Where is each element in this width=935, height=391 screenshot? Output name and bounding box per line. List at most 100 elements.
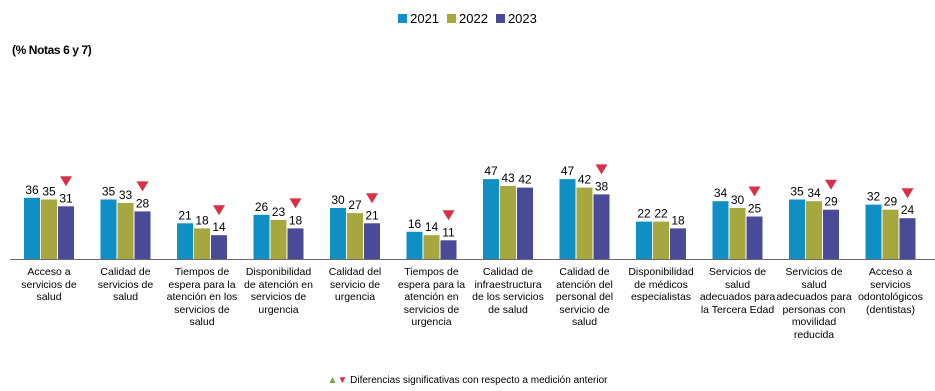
data-label-2021-11: 32: [867, 190, 881, 204]
bar-2021-3: [253, 214, 270, 259]
bar-2021-10: [789, 199, 805, 259]
bar-2021-7: [559, 179, 576, 259]
bar-2023-3: [287, 228, 304, 259]
bar-2022-0: [41, 199, 57, 259]
footnote-text: Diferencias significativas con respecto …: [350, 375, 608, 386]
bar-2023-0: [58, 206, 74, 259]
legend-label: 2022: [459, 11, 488, 26]
bar-2021-2: [177, 223, 193, 259]
bar-2023-2: [211, 235, 227, 259]
bar-2023-11: [899, 218, 916, 259]
data-label-2023-5: 11: [442, 225, 455, 239]
bar-2022-8: [653, 221, 669, 259]
category-label-7: Calidad de atención del personal del ser…: [555, 266, 614, 328]
chart-subtitle: (% Notas 6 y 7): [12, 43, 92, 57]
decrease-marker-11: [901, 188, 914, 199]
bar-2021-11: [865, 204, 882, 259]
bar-2023-7: [593, 194, 610, 259]
triangle-down-icon: ▼: [337, 375, 348, 386]
data-label-2023-3: 18: [289, 213, 303, 227]
data-label-2023-11: 24: [901, 203, 915, 217]
data-label-2022-11: 29: [884, 195, 898, 209]
footnote: ▲▼ Diferencias significativas con respec…: [0, 375, 935, 386]
category-label-2: Tiempos de espera para la atención en lo…: [166, 266, 238, 328]
data-label-2023-1: 28: [136, 196, 150, 210]
bar-2022-6: [500, 185, 516, 259]
bar-2022-2: [194, 228, 210, 259]
bar-2023-9: [746, 216, 763, 259]
data-label-2023-7: 38: [595, 179, 609, 193]
bar-2021-0: [24, 197, 40, 259]
data-label-2022-1: 33: [119, 188, 133, 202]
category-label-0: Acceso a servicios de salud: [21, 266, 77, 303]
bar-2022-5: [423, 235, 440, 259]
data-label-2022-4: 27: [348, 198, 362, 212]
bar-2021-4: [330, 208, 346, 259]
bar-2023-10: [823, 209, 839, 259]
legend-label: 2023: [507, 11, 537, 26]
legend-swatch: [398, 14, 408, 23]
bar-2022-4: [347, 213, 363, 259]
bar-2021-6: [483, 179, 499, 259]
decrease-marker-2: [213, 205, 225, 216]
data-label-2023-8: 18: [671, 213, 685, 227]
bar-2021-1: [100, 199, 117, 259]
category-label-9: Servicios de salud adecuados para la Ter…: [699, 266, 776, 316]
data-label-2021-8: 22: [637, 207, 651, 221]
decrease-marker-4: [366, 193, 378, 204]
data-label-2021-5: 16: [408, 217, 422, 231]
bar-2022-7: [576, 187, 593, 259]
decrease-marker-3: [289, 198, 302, 209]
category-label-11: Acceso a servicios odontológicos (dentis…: [858, 266, 923, 316]
bar-2023-5: [440, 240, 457, 259]
legend-item-2023: 2023: [495, 11, 537, 26]
bar-2021-9: [712, 201, 729, 259]
data-label-2021-9: 34: [714, 186, 728, 200]
data-label-2021-7: 47: [561, 164, 575, 178]
bar-2022-9: [729, 208, 746, 259]
data-label-2021-2: 21: [178, 208, 192, 222]
data-label-2021-1: 35: [102, 185, 116, 199]
data-label-2023-4: 21: [365, 208, 379, 222]
decrease-marker-7: [595, 164, 608, 175]
data-label-2021-6: 47: [484, 164, 498, 178]
data-label-2022-3: 23: [272, 205, 286, 219]
data-label-2023-9: 25: [748, 202, 762, 216]
data-label-2022-10: 34: [807, 186, 821, 200]
decrease-marker-5: [442, 210, 455, 221]
data-label-2021-0: 36: [25, 183, 39, 197]
legend-item-2022: 2022: [447, 11, 488, 26]
triangle-up-icon: ▲: [327, 375, 338, 386]
category-label-10: Servicios de salud adecuados para person…: [776, 266, 852, 341]
bar-2022-10: [806, 201, 822, 259]
data-label-2023-6: 42: [518, 173, 532, 187]
bar-2023-6: [517, 187, 533, 259]
data-label-2022-8: 22: [654, 207, 668, 221]
bar-2023-4: [364, 223, 380, 259]
data-label-2023-10: 29: [824, 195, 838, 209]
legend-item-2021: 2021: [398, 11, 439, 26]
decrease-marker-1: [136, 181, 149, 192]
data-label-2021-3: 26: [255, 200, 269, 214]
category-label-3: Disponibilidad de atención en servicios …: [244, 266, 313, 316]
decrease-marker-0: [60, 176, 72, 187]
data-label-2022-7: 42: [578, 173, 592, 187]
category-label-4: Calidad del servicio de urgencia: [328, 266, 382, 303]
data-label-2023-0: 31: [59, 191, 73, 205]
bar-2021-5: [406, 231, 423, 259]
bar-2021-8: [636, 221, 652, 259]
data-label-2023-2: 14: [212, 220, 226, 234]
bar-2022-3: [270, 219, 287, 259]
legend-label: 2021: [410, 11, 440, 26]
bar-2022-11: [882, 209, 899, 259]
category-label-5: Tiempos de espera para la atención en se…: [397, 266, 466, 328]
legend: 2021 2022 2023: [0, 11, 935, 26]
category-label-1: Calidad de servicios de salud: [97, 266, 154, 303]
decrease-marker-9: [748, 186, 761, 197]
data-label-2021-10: 35: [790, 185, 804, 199]
data-label-2022-9: 30: [731, 193, 745, 207]
data-label-2021-4: 30: [331, 193, 345, 207]
bar-2023-1: [134, 211, 151, 259]
decrease-marker-10: [825, 179, 837, 190]
